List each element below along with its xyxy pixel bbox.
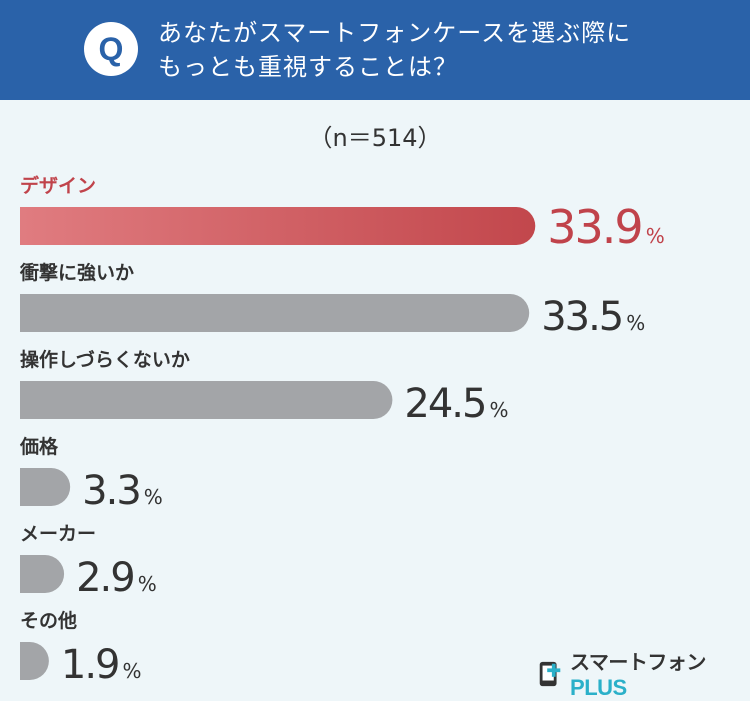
value-label: 1.9% — [61, 642, 142, 688]
category-label: 操作しづらくないか — [20, 348, 190, 371]
value-label: 2.9% — [76, 555, 157, 601]
logo-text-plus: PLUS — [570, 675, 627, 700]
question-text: あなたがスマートフォンケースを選ぶ際に もっとも重視することは？ — [158, 19, 632, 81]
bar — [20, 642, 49, 680]
bar — [20, 294, 530, 332]
value-label: 24.5% — [404, 381, 508, 427]
value-label: 33.5% — [541, 294, 645, 340]
logo-text-main: スマートフォン — [570, 650, 706, 674]
bar — [20, 381, 393, 419]
question-header: Q あなたがスマートフォンケースを選ぶ際に もっとも重視することは？ — [0, 0, 750, 100]
category-label: メーカー — [20, 523, 96, 545]
category-label: デザイン — [20, 174, 96, 197]
bar — [20, 207, 536, 245]
sample-size: （n＝514） — [308, 124, 442, 152]
value-label: 3.3% — [82, 468, 163, 514]
category-label: 価格 — [19, 435, 59, 458]
smartphone-plus-logo-icon — [539, 661, 561, 686]
logo-text: スマートフォンPLUS — [570, 646, 750, 701]
category-label: その他 — [20, 609, 77, 632]
bar — [20, 555, 65, 593]
value-label: 33.9% — [547, 200, 664, 254]
question-badge: Q — [84, 22, 138, 76]
category-label: 衝撃に強いか — [19, 261, 134, 284]
site-logo: スマートフォンPLUS — [536, 646, 750, 701]
bar — [20, 468, 71, 506]
